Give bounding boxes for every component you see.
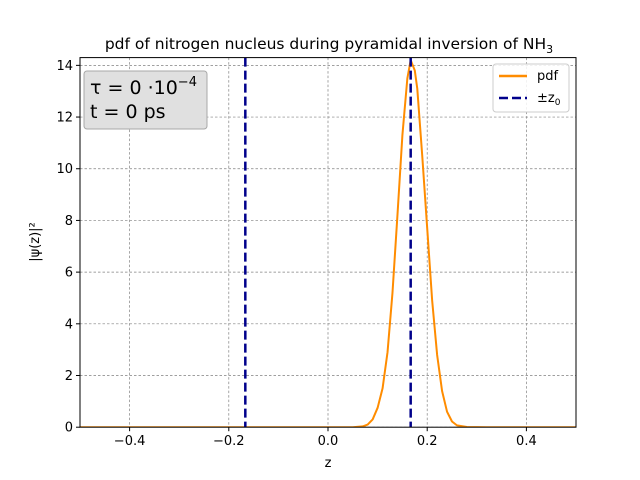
legend: pdf ±z0 — [492, 63, 570, 113]
plot-area — [80, 57, 576, 428]
y-tick-label: 8 — [65, 214, 73, 229]
chart-title: pdf of nitrogen nucleus during pyramidal… — [105, 35, 553, 56]
y-tick-label: 4 — [65, 317, 73, 332]
y-tick-label: 2 — [65, 369, 73, 384]
y-tick-label: 14 — [56, 59, 73, 74]
x-axis-label: z — [325, 456, 332, 471]
axis-ticks: −0.4 −0.2 0.0 0.2 0.4 0 2 4 6 8 10 12 14 — [56, 59, 536, 449]
y-tick-label: 6 — [65, 266, 73, 281]
x-tick-label: 0.4 — [516, 434, 537, 449]
y-axis-label: |ψ(z)|² — [28, 222, 43, 262]
x-tick-label: −0.2 — [213, 434, 245, 449]
x-tick-label: 0.0 — [318, 434, 339, 449]
annotation-box: τ = 0 ·10−4 t = 0 ps — [83, 70, 208, 130]
time-annotation: t = 0 ps — [90, 101, 166, 123]
legend-pdf-label: pdf — [537, 69, 559, 84]
tau-annotation: τ = 0 ·10−4 — [90, 75, 197, 99]
legend-z0-label: ±z0 — [537, 91, 561, 108]
x-tick-label: 0.2 — [417, 434, 438, 449]
y-tick-label: 10 — [56, 162, 73, 177]
y-tick-label: 12 — [56, 111, 73, 126]
axes-frame — [79, 57, 577, 428]
x-tick-label: −0.4 — [114, 434, 146, 449]
y-tick-label: 0 — [65, 421, 73, 436]
